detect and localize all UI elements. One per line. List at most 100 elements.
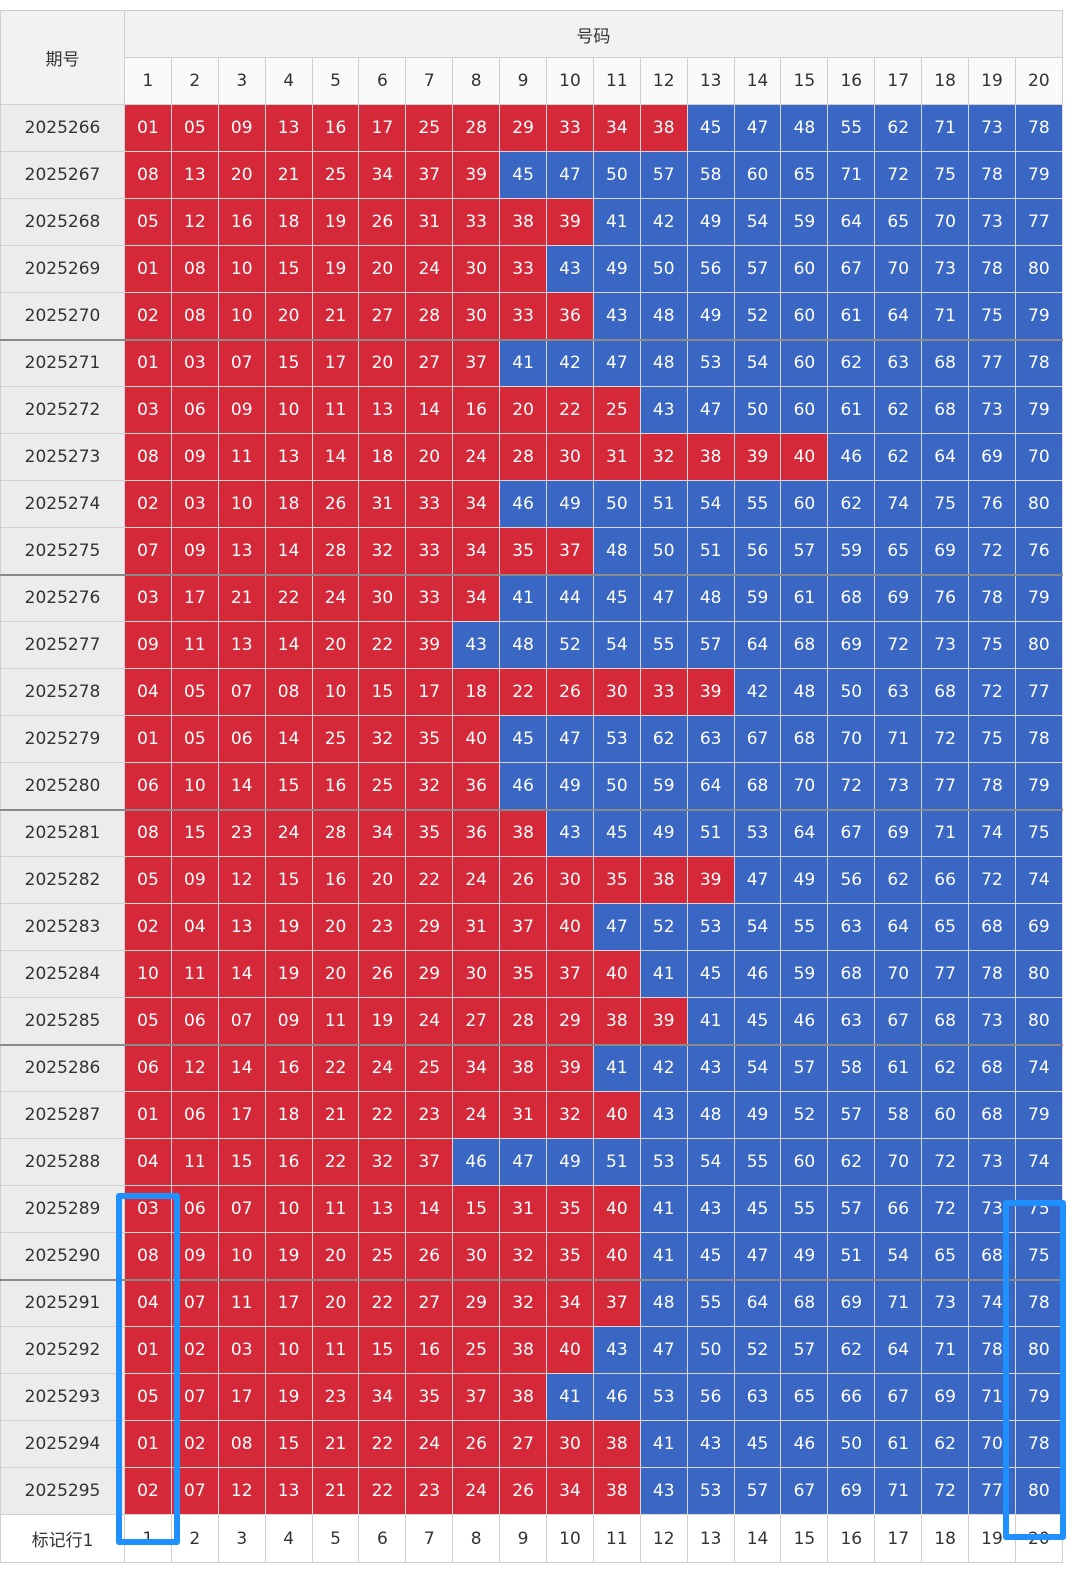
- number-cell[interactable]: 46: [592, 1373, 641, 1421]
- number-cell[interactable]: 40: [592, 1185, 641, 1233]
- number-cell[interactable]: 70: [827, 715, 876, 763]
- number-cell[interactable]: 60: [780, 386, 829, 434]
- number-cell[interactable]: 30: [452, 292, 501, 340]
- number-cell[interactable]: 35: [499, 950, 548, 998]
- number-cell[interactable]: 15: [452, 1185, 501, 1233]
- number-cell[interactable]: 07: [170, 1467, 219, 1515]
- number-cell[interactable]: 02: [124, 480, 172, 528]
- number-cell[interactable]: 01: [124, 1091, 172, 1139]
- number-cell[interactable]: 32: [639, 433, 688, 481]
- number-cell[interactable]: 15: [264, 338, 313, 387]
- number-cell[interactable]: 58: [827, 1043, 876, 1092]
- number-cell[interactable]: 59: [733, 573, 782, 622]
- number-cell[interactable]: 41: [639, 950, 688, 998]
- table-row[interactable]: 2025290 08 09 10 19 20 25 26 30 32 35 40 41 45 47 49 51 5…: [0, 1232, 1063, 1280]
- number-cell[interactable]: 25: [358, 762, 407, 810]
- number-cell[interactable]: 80: [1014, 997, 1063, 1045]
- number-cell[interactable]: 62: [874, 104, 923, 152]
- number-cell[interactable]: 48: [780, 104, 829, 152]
- number-cell[interactable]: 46: [499, 480, 548, 528]
- number-cell[interactable]: 78: [1014, 715, 1063, 763]
- number-cell[interactable]: 33: [499, 292, 548, 340]
- number-cell[interactable]: 77: [921, 950, 970, 998]
- number-cell[interactable]: 53: [592, 715, 641, 763]
- table-row[interactable]: 2025270 02 08 10 20 21 27 28 30 33 36 43 48 49 52 60 61 6…: [0, 292, 1063, 340]
- number-cell[interactable]: 45: [686, 950, 735, 998]
- number-cell[interactable]: 20: [311, 950, 360, 998]
- number-cell[interactable]: 65: [874, 198, 923, 246]
- table-row[interactable]: 2025283 02 04 13 19 20 23 29 31 37 40 47 52 53 54 55 63 6…: [0, 903, 1063, 951]
- table-row[interactable]: 2025285 05 06 07 09 11 19 24 27 28 29 38 39 41 45 46 63 6…: [0, 997, 1063, 1045]
- number-cell[interactable]: 77: [1014, 198, 1063, 246]
- number-cell[interactable]: 40: [592, 950, 641, 998]
- number-cell[interactable]: 49: [780, 1232, 829, 1280]
- number-cell[interactable]: 30: [452, 1232, 501, 1280]
- number-cell[interactable]: 06: [170, 1091, 219, 1139]
- number-cell[interactable]: 57: [780, 527, 829, 575]
- number-cell[interactable]: 55: [686, 1278, 735, 1327]
- number-cell[interactable]: 18: [264, 198, 313, 246]
- number-cell[interactable]: 72: [968, 668, 1016, 716]
- number-cell[interactable]: 20: [358, 245, 407, 293]
- number-cell[interactable]: 20: [311, 1278, 360, 1327]
- number-cell[interactable]: 14: [264, 527, 313, 575]
- number-cell[interactable]: 18: [452, 668, 501, 716]
- number-cell[interactable]: 22: [311, 1043, 360, 1092]
- number-cell[interactable]: 04: [124, 1278, 172, 1327]
- number-cell[interactable]: 01: [124, 715, 172, 763]
- number-cell[interactable]: 76: [968, 480, 1016, 528]
- number-cell[interactable]: 80: [1014, 1467, 1063, 1515]
- number-cell[interactable]: 62: [827, 1326, 876, 1374]
- number-cell[interactable]: 64: [733, 1278, 782, 1327]
- number-cell[interactable]: 73: [874, 762, 923, 810]
- number-cell[interactable]: 53: [686, 903, 735, 951]
- number-cell[interactable]: 05: [124, 856, 172, 904]
- number-cell[interactable]: 19: [264, 1232, 313, 1280]
- table-row[interactable]: 2025278 04 05 07 08 10 15 17 18 22 26 30 33 39 42 48 50 6…: [0, 668, 1063, 716]
- number-cell[interactable]: 24: [452, 1091, 501, 1139]
- number-cell[interactable]: 75: [968, 292, 1016, 340]
- number-cell[interactable]: 18: [358, 433, 407, 481]
- number-cell[interactable]: 57: [780, 1043, 829, 1092]
- number-cell[interactable]: 63: [827, 997, 876, 1045]
- number-cell[interactable]: 71: [827, 151, 876, 199]
- number-cell[interactable]: 31: [405, 198, 454, 246]
- number-cell[interactable]: 06: [170, 1185, 219, 1233]
- number-cell[interactable]: 29: [405, 903, 454, 951]
- number-cell[interactable]: 45: [686, 104, 735, 152]
- number-cell[interactable]: 72: [827, 762, 876, 810]
- number-cell[interactable]: 40: [452, 715, 501, 763]
- number-cell[interactable]: 04: [124, 668, 172, 716]
- number-cell[interactable]: 38: [686, 433, 735, 481]
- number-cell[interactable]: 05: [124, 198, 172, 246]
- number-cell[interactable]: 46: [452, 1138, 501, 1186]
- number-cell[interactable]: 75: [921, 480, 970, 528]
- number-cell[interactable]: 05: [170, 715, 219, 763]
- number-cell[interactable]: 64: [827, 198, 876, 246]
- number-cell[interactable]: 17: [311, 338, 360, 387]
- number-cell[interactable]: 39: [405, 621, 454, 669]
- number-cell[interactable]: 24: [405, 1420, 454, 1468]
- number-cell[interactable]: 54: [686, 1138, 735, 1186]
- number-cell[interactable]: 08: [124, 433, 172, 481]
- number-cell[interactable]: 41: [639, 1232, 688, 1280]
- column-header-16[interactable]: 16: [827, 57, 876, 105]
- number-cell[interactable]: 54: [874, 1232, 923, 1280]
- number-cell[interactable]: 09: [170, 856, 219, 904]
- number-cell[interactable]: 15: [264, 1420, 313, 1468]
- number-cell[interactable]: 31: [592, 433, 641, 481]
- number-cell[interactable]: 55: [733, 1138, 782, 1186]
- number-cell[interactable]: 63: [827, 903, 876, 951]
- number-cell[interactable]: 15: [358, 1326, 407, 1374]
- table-row[interactable]: 2025291 04 07 11 17 20 22 27 29 32 34 37 48 55 64 68 69 7…: [0, 1278, 1063, 1327]
- number-cell[interactable]: 54: [592, 621, 641, 669]
- number-cell[interactable]: 22: [311, 1138, 360, 1186]
- column-header-18[interactable]: 18: [921, 57, 970, 105]
- number-cell[interactable]: 45: [733, 1185, 782, 1233]
- number-cell[interactable]: 25: [405, 1043, 454, 1092]
- number-cell[interactable]: 05: [170, 668, 219, 716]
- number-cell[interactable]: 32: [358, 527, 407, 575]
- number-cell[interactable]: 20: [217, 151, 266, 199]
- number-cell[interactable]: 62: [827, 480, 876, 528]
- number-cell[interactable]: 35: [499, 527, 548, 575]
